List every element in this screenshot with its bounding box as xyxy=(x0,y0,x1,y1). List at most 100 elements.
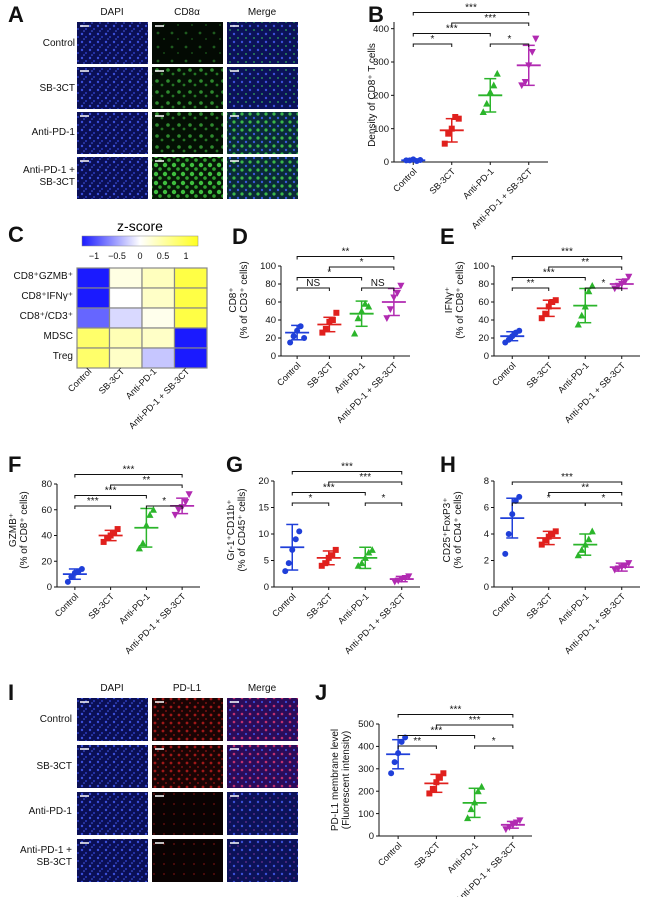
data-point xyxy=(490,81,498,89)
data-point xyxy=(538,315,545,322)
data-point xyxy=(142,521,150,529)
significance-label: *** xyxy=(105,486,117,497)
significance-label: ** xyxy=(142,475,150,486)
image-a-sb3ct-merge xyxy=(227,67,298,109)
image-a-antipd1-cd8a xyxy=(152,112,223,154)
significance-bracket xyxy=(296,256,395,260)
significance-bracket xyxy=(412,12,530,16)
y-tick-label: 400 xyxy=(373,24,389,35)
heatmap-col-label: SB-3CT xyxy=(97,366,127,396)
panel-a-row-antipd1: Anti-PD-1 xyxy=(32,127,76,138)
significance-label: NS xyxy=(371,278,385,289)
significance-bracket xyxy=(511,481,623,485)
data-point xyxy=(516,817,524,825)
data-point xyxy=(452,114,459,120)
image-a-sb3ct-dapi xyxy=(77,67,148,109)
image-i-antipd1-pdl1 xyxy=(152,792,223,835)
heatmap-cell xyxy=(173,347,208,369)
data-point xyxy=(383,315,391,322)
heatmap-col-label: Control xyxy=(66,366,94,394)
x-tick-label: SB-3CT xyxy=(305,360,335,390)
heatmap-row-label: Treg xyxy=(53,351,73,362)
heatmap-cell xyxy=(173,307,208,329)
panel-j: J PD-L1 membrane level (Fluorescent inte… xyxy=(315,680,532,897)
data-point xyxy=(329,552,336,559)
panel-c: C z-score −1 −0.5 0 0.5 1 CD8⁺GZMB⁺ CD8⁺… xyxy=(8,218,208,431)
panel-a-row-combo-1: Anti-PD-1 + xyxy=(23,165,75,176)
significance-bracket xyxy=(474,745,514,749)
x-tick-label: Anti-PD-1 xyxy=(556,591,591,626)
heatmap-row-label: CD8⁺GZMB⁺ xyxy=(14,271,73,282)
data-point xyxy=(351,329,359,337)
data-point xyxy=(581,302,589,310)
y-tick-label: 60 xyxy=(478,297,489,308)
significance-bracket xyxy=(412,43,453,47)
data-point xyxy=(552,528,559,535)
significance-bracket xyxy=(412,33,491,37)
y-tick-label: 40 xyxy=(265,315,276,326)
image-i-sb3ct-merge xyxy=(227,745,298,788)
panel-label-i: I xyxy=(8,680,14,705)
heatmap-cell xyxy=(108,287,143,309)
significance-label: * xyxy=(431,34,435,45)
panel-i-row-combo-1: Anti-PD-1 + xyxy=(20,845,72,856)
significance-bracket xyxy=(489,43,530,47)
y-tick-label: 500 xyxy=(358,719,374,730)
scale-bars-a xyxy=(80,25,239,162)
panel-i-col-merge: Merge xyxy=(248,683,277,694)
y-tick-label: 0 xyxy=(271,351,276,362)
y-tick-label: 100 xyxy=(473,261,489,272)
data-point xyxy=(532,35,540,43)
data-point xyxy=(574,551,582,559)
data-point xyxy=(478,782,486,790)
x-tick-label: Anti-PD-1 xyxy=(336,591,371,626)
x-tick-label: SB-3CT xyxy=(86,591,116,621)
significance-label: ** xyxy=(527,278,535,289)
significance-bracket xyxy=(328,266,395,270)
chart-e-ylabel-1: IFNγ⁺ xyxy=(444,287,455,313)
y-tick-label: 0 xyxy=(484,582,489,593)
data-point xyxy=(618,281,626,288)
data-point xyxy=(625,560,633,567)
x-tick-label: SB-3CT xyxy=(304,591,334,621)
x-tick-label: Anti-PD-1 + SB-3CT xyxy=(123,591,188,656)
y-tick-label: 20 xyxy=(478,333,489,344)
x-tick-label: SB-3CT xyxy=(524,591,554,621)
chart-f-ylabel-2: (% of CD8⁺ cells) xyxy=(19,491,30,569)
significance-label: * xyxy=(492,736,496,747)
data-point xyxy=(502,550,509,557)
data-point xyxy=(398,738,405,745)
data-point xyxy=(393,290,401,297)
panel-i-col-dapi: DAPI xyxy=(100,683,123,694)
significance-bracket xyxy=(74,474,183,478)
y-tick-label: 300 xyxy=(373,57,389,68)
y-tick-label: 0 xyxy=(369,831,374,842)
chart-e-plot: 0 20 40 60 80 100 Control SB-3CT Anti-PD-1Anti-P… xyxy=(473,247,640,425)
data-point xyxy=(545,533,552,540)
significance-label: *** xyxy=(469,715,481,726)
image-a-combo-cd8a xyxy=(152,157,223,199)
image-a-antipd1-merge xyxy=(227,112,298,154)
heatmap-scale-tick: 1 xyxy=(183,251,188,261)
panel-label-e: E xyxy=(440,224,455,249)
data-point xyxy=(149,505,157,513)
panel-i-row-combo-2: SB-3CT xyxy=(36,857,72,868)
heatmap-cell xyxy=(141,267,176,289)
significance-label: *** xyxy=(87,496,99,507)
data-point xyxy=(354,314,362,322)
image-a-antipd1-dapi xyxy=(77,112,148,154)
image-a-combo-merge xyxy=(227,157,298,199)
data-point xyxy=(578,311,586,319)
data-point xyxy=(464,814,472,822)
significance-bracket xyxy=(435,724,514,728)
significance-bracket xyxy=(397,735,476,739)
data-point xyxy=(611,285,619,293)
y-tick-label: 20 xyxy=(258,476,269,487)
x-tick-label: Control xyxy=(53,591,81,619)
y-tick-label: 100 xyxy=(260,261,276,272)
data-point xyxy=(512,819,520,827)
data-point xyxy=(365,302,373,310)
data-point xyxy=(509,511,516,518)
significance-bracket xyxy=(291,492,366,496)
